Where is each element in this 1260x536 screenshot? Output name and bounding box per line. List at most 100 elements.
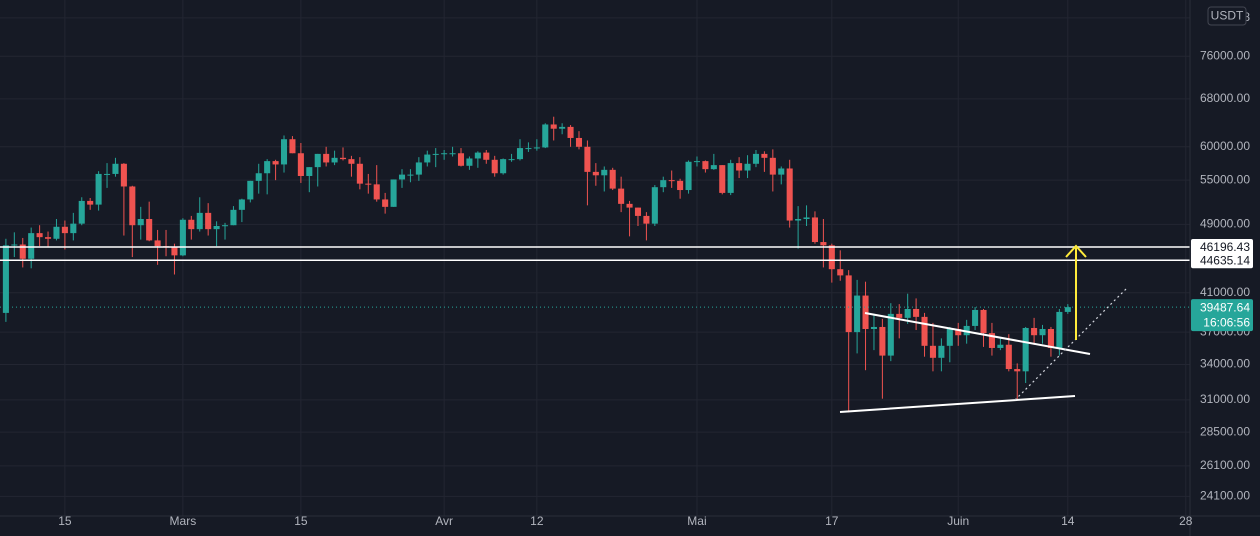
- candle-body: [61, 226, 68, 234]
- candle-body: [398, 174, 406, 180]
- candle-body: [356, 163, 363, 184]
- candle-body: [828, 245, 835, 270]
- candle-body: [19, 244, 26, 259]
- candle-body: [188, 219, 195, 230]
- candle-body: [407, 174, 414, 176]
- candle-body: [390, 179, 397, 207]
- x-tick-label: Juin: [947, 514, 969, 528]
- candle-body: [559, 126, 566, 129]
- candle-body: [651, 187, 658, 224]
- candle-body: [491, 159, 498, 174]
- candle-body: [457, 153, 465, 166]
- y-tick-label: 31000.00: [1200, 392, 1250, 406]
- grid: [0, 0, 1190, 516]
- candle-body: [837, 269, 844, 276]
- y-tick-label: 41000.00: [1200, 285, 1250, 299]
- candle-body: [803, 217, 810, 219]
- candle-body: [306, 167, 313, 176]
- candle-body: [1005, 344, 1012, 370]
- candle-body: [449, 153, 456, 155]
- candle-body: [710, 165, 717, 170]
- candle-body: [938, 345, 945, 358]
- candle-body: [297, 153, 304, 176]
- candle-body: [727, 163, 734, 193]
- candle-body: [584, 146, 591, 172]
- candle-body: [542, 124, 549, 148]
- candle-body: [609, 169, 616, 189]
- price-tag: [1191, 239, 1253, 256]
- candle-body: [432, 153, 439, 155]
- trend-line: [864, 312, 1091, 355]
- candle-body: [668, 180, 675, 182]
- candle-body: [1039, 329, 1046, 336]
- candle-body: [904, 308, 911, 318]
- currency: USDT: [1211, 9, 1244, 23]
- candle-body: [921, 316, 928, 346]
- y-tick-label: 49000.00: [1200, 217, 1250, 231]
- candle-body: [500, 159, 507, 174]
- candle-body: [78, 200, 85, 224]
- candle-body: [441, 153, 448, 155]
- candle-body: [618, 188, 625, 204]
- x-tick-label: Mai: [687, 514, 706, 528]
- drawings: [839, 244, 1127, 413]
- price-tag-label: 46196.43: [1200, 240, 1250, 254]
- candle-body: [146, 218, 153, 241]
- candle-body: [289, 139, 296, 154]
- candle-body: [929, 345, 936, 358]
- candle-body: [264, 161, 271, 174]
- candle-body: [533, 147, 540, 149]
- candle-body: [53, 226, 60, 239]
- candle-body: [567, 126, 574, 138]
- y-tick-label: 60000.00: [1200, 139, 1250, 153]
- price-tag-label: 44635.14: [1200, 253, 1250, 267]
- candle-body: [179, 219, 186, 256]
- x-tick-label: 14: [1061, 514, 1075, 528]
- candle-body: [314, 153, 321, 168]
- candle-body: [685, 161, 692, 191]
- candle-body: [1056, 311, 1063, 348]
- candle-body: [87, 200, 94, 205]
- x-tick-label: 15: [294, 514, 308, 528]
- currency-box: [1207, 6, 1247, 26]
- candle-body: [736, 163, 743, 171]
- candle-body: [255, 173, 262, 181]
- candle-body: [348, 159, 355, 164]
- candle-body: [879, 326, 886, 356]
- candle-body: [820, 242, 827, 246]
- candle-body: [247, 180, 254, 200]
- candle-body: [339, 157, 347, 160]
- candle-body: [137, 218, 144, 226]
- candle-body: [171, 246, 178, 256]
- candle-body: [205, 212, 212, 230]
- candle-body: [365, 183, 372, 185]
- candle-body: [601, 169, 608, 176]
- candle-body: [972, 309, 979, 326]
- candle-body: [1014, 369, 1021, 372]
- candle-body: [1022, 327, 1029, 372]
- candle-body: [786, 168, 793, 221]
- candle-body: [550, 124, 557, 129]
- x-tick-label: Avr: [435, 514, 453, 528]
- candle-body: [272, 161, 279, 165]
- x-tick-label: 28: [1179, 514, 1193, 528]
- candle-body: [129, 186, 136, 226]
- candle-body: [896, 313, 903, 318]
- candle-body: [230, 209, 237, 226]
- y-tick-label: 68000.00: [1200, 91, 1250, 105]
- candle-body: [95, 173, 102, 205]
- candle-body: [11, 244, 18, 246]
- candle-body: [769, 157, 776, 175]
- x-tick-label: 17: [825, 514, 839, 528]
- candle-body: [120, 163, 127, 187]
- x-tick-label: 12: [530, 514, 544, 528]
- candle-body: [626, 203, 633, 208]
- candle-body: [719, 165, 726, 193]
- candle-body: [483, 152, 490, 160]
- candle-body: [36, 233, 43, 238]
- candle-body: [221, 225, 229, 227]
- candle-body: [702, 161, 709, 170]
